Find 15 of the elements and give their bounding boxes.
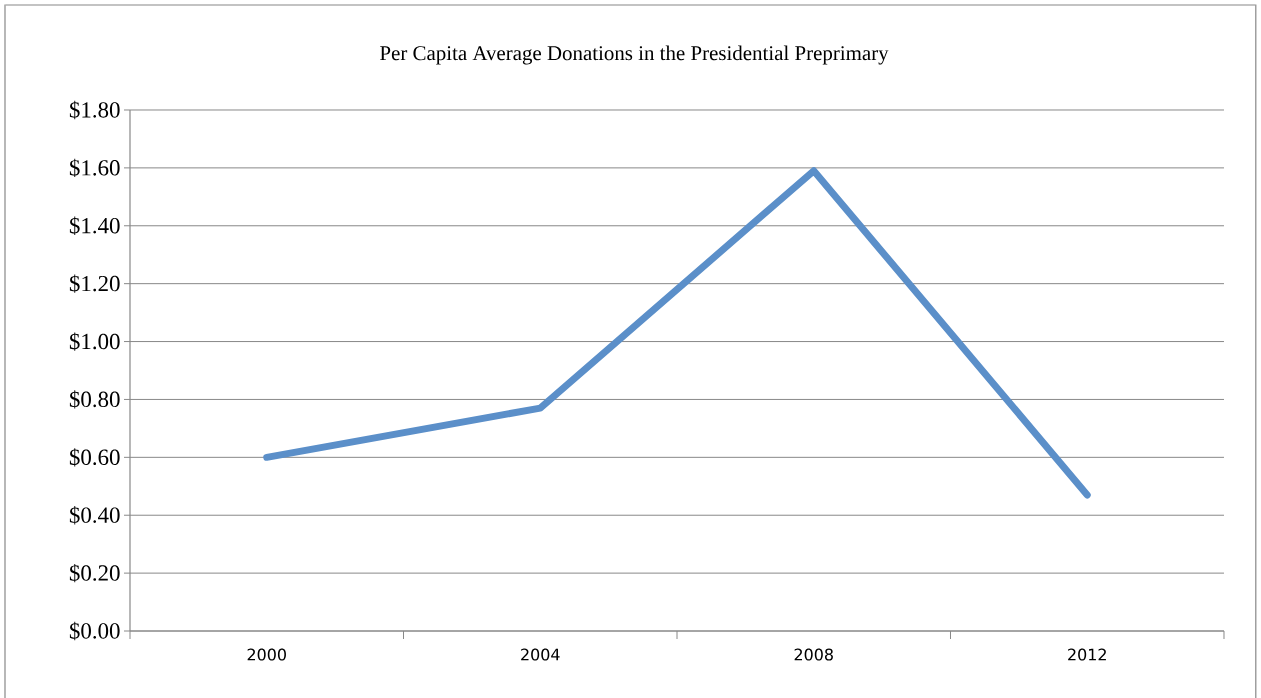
y-tick-label: $0.60 bbox=[69, 448, 120, 467]
y-tick-label: $0.20 bbox=[69, 563, 120, 583]
y-tick-label: $1.40 bbox=[69, 216, 120, 235]
y-tick-label: $1.60 bbox=[69, 158, 120, 178]
chart-title: Per Capita Average Donations in the Presidential Preprimary bbox=[380, 45, 889, 65]
y-tick-label: $1.00 bbox=[69, 332, 120, 351]
y-tick-label: $1.80 bbox=[69, 100, 120, 120]
y-tick-label: $0.80 bbox=[69, 390, 120, 409]
y-tick-label: $1.20 bbox=[69, 274, 120, 293]
x-tick-label: 2004 bbox=[521, 648, 560, 661]
x-tick-label: 2008 bbox=[794, 648, 833, 661]
x-tick-label: 2000 bbox=[247, 648, 286, 661]
y-tick-label: $0.40 bbox=[69, 506, 120, 525]
x-tick-label: 2012 bbox=[1068, 648, 1106, 661]
y-tick-label: $0.00 bbox=[69, 621, 120, 641]
